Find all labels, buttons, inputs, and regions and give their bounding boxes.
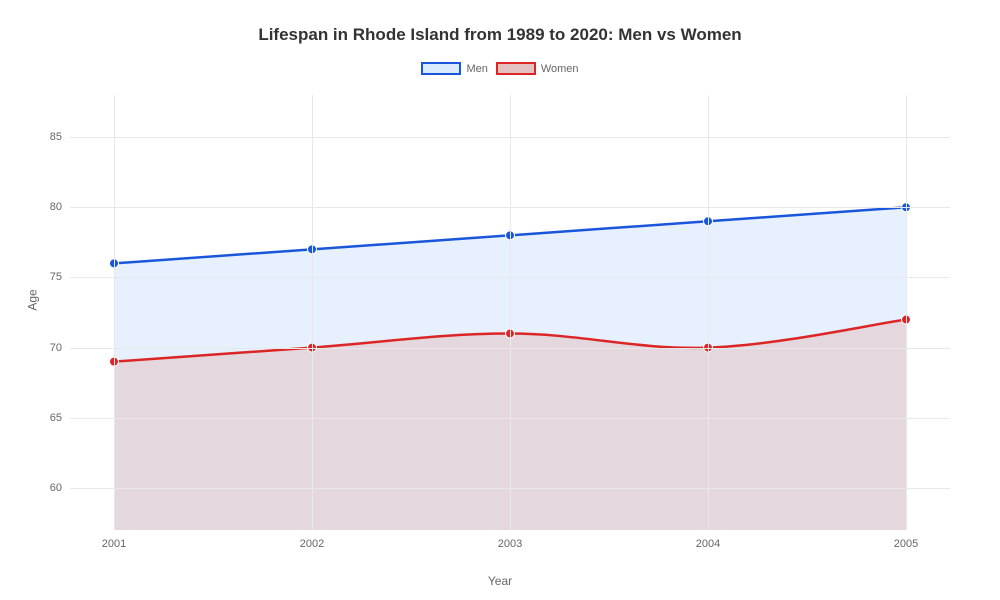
legend-label-men: Men bbox=[466, 63, 487, 75]
legend-item-women[interactable]: Women bbox=[496, 62, 579, 75]
x-tick-label: 2002 bbox=[300, 530, 324, 550]
y-axis-label: Age bbox=[26, 289, 40, 310]
grid-line-v bbox=[906, 95, 907, 530]
y-tick-label: 60 bbox=[50, 482, 70, 494]
y-tick-label: 75 bbox=[50, 271, 70, 283]
x-axis-label: Year bbox=[0, 574, 1000, 588]
y-tick-label: 70 bbox=[50, 342, 70, 354]
y-tick-label: 65 bbox=[50, 412, 70, 424]
chart-container: Lifespan in Rhode Island from 1989 to 20… bbox=[0, 0, 1000, 600]
x-tick-label: 2004 bbox=[696, 530, 720, 550]
legend-swatch-women bbox=[496, 62, 536, 75]
legend-swatch-men bbox=[421, 62, 461, 75]
y-tick-label: 85 bbox=[50, 131, 70, 143]
legend-item-men[interactable]: Men bbox=[421, 62, 487, 75]
plot-area: 60657075808520012002200320042005 bbox=[70, 95, 950, 530]
chart-title: Lifespan in Rhode Island from 1989 to 20… bbox=[0, 25, 1000, 45]
grid-line-v bbox=[114, 95, 115, 530]
legend: Men Women bbox=[0, 62, 1000, 75]
legend-label-women: Women bbox=[541, 63, 579, 75]
grid-line-v bbox=[312, 95, 313, 530]
grid-line-v bbox=[510, 95, 511, 530]
grid-line-v bbox=[708, 95, 709, 530]
x-tick-label: 2003 bbox=[498, 530, 522, 550]
y-tick-label: 80 bbox=[50, 201, 70, 213]
x-tick-label: 2001 bbox=[102, 530, 126, 550]
x-tick-label: 2005 bbox=[894, 530, 918, 550]
